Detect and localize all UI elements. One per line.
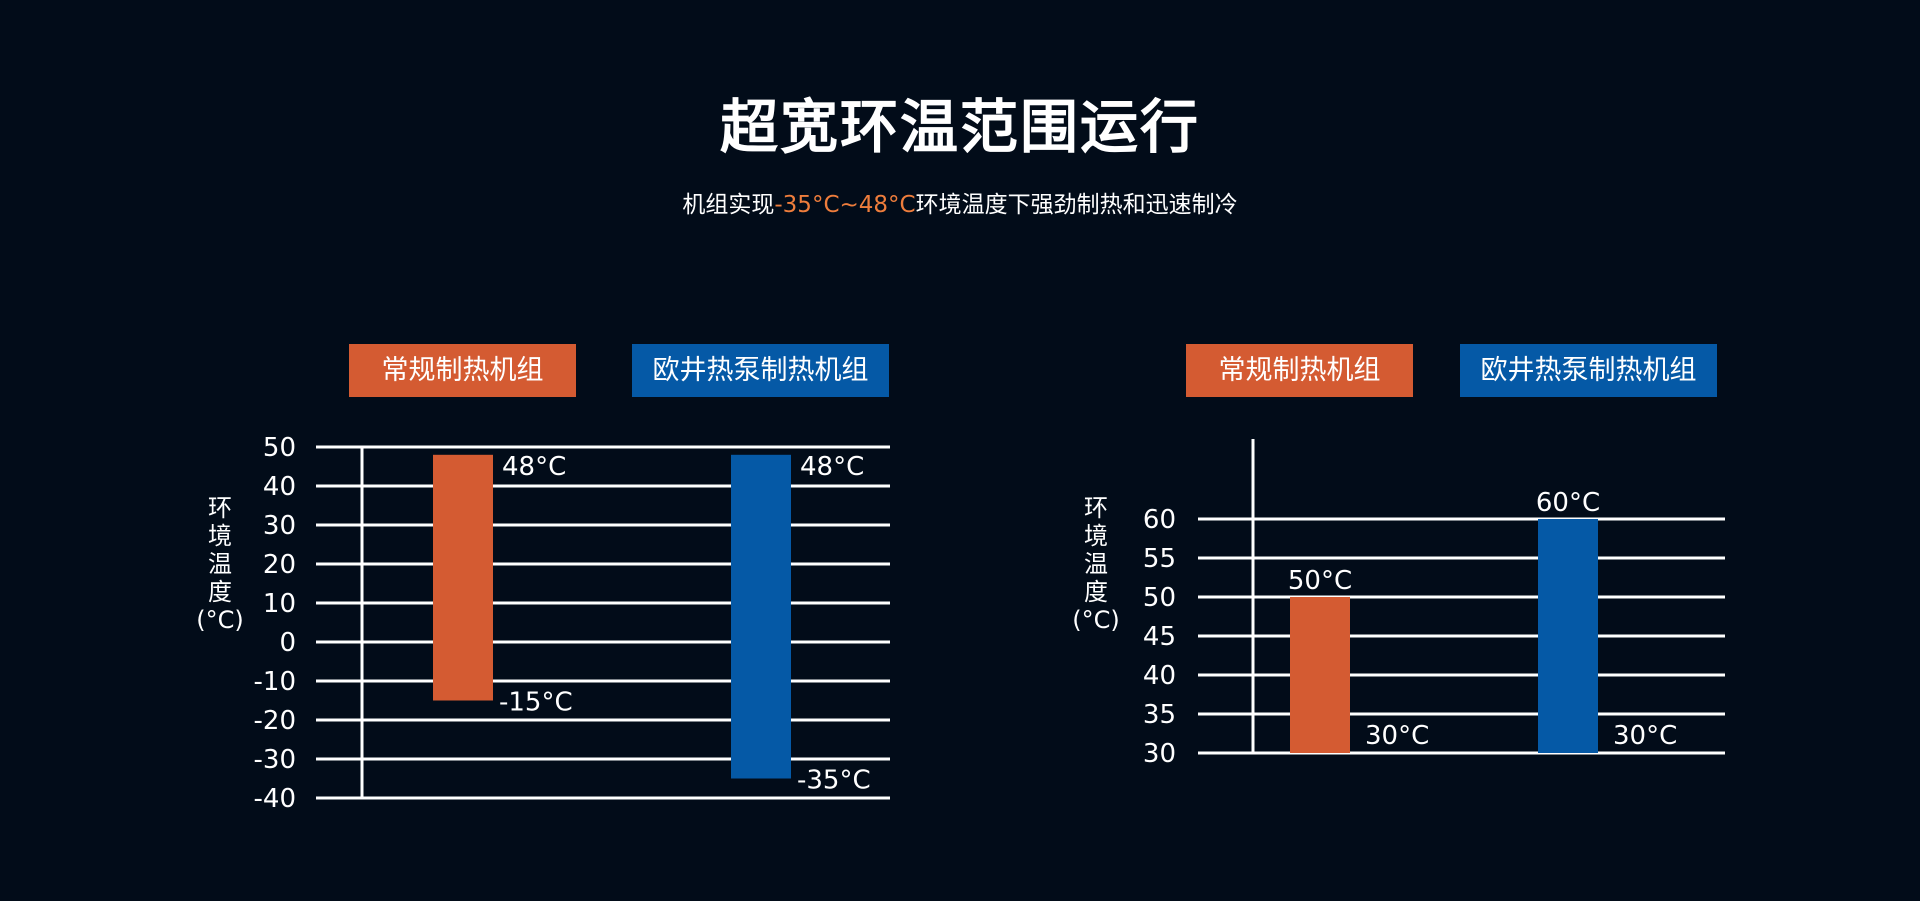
y-axis-label: 温 — [1084, 550, 1108, 578]
y-axis-label: 环 — [1084, 494, 1108, 522]
bar-oujing — [1538, 519, 1598, 753]
bar-conventional — [1290, 597, 1350, 753]
bar-high-label: 50°C — [1288, 566, 1352, 596]
y-axis-label: (°C) — [1072, 606, 1119, 634]
y-tick-label: 50 — [263, 433, 296, 463]
y-tick-label: -40 — [254, 784, 296, 814]
bar-low-label: -35°C — [797, 766, 871, 796]
y-tick-label: 35 — [1143, 700, 1176, 730]
y-tick-label: -20 — [254, 706, 296, 736]
subtitle-prefix: 机组实现 — [682, 192, 775, 218]
legend-oujing-2: 欧井热泵制热机组 — [1460, 344, 1717, 397]
legend-oujing-1: 欧井热泵制热机组 — [632, 344, 889, 397]
y-axis-label: 境 — [208, 522, 232, 550]
y-tick-label: -30 — [254, 745, 296, 775]
bar-low-label: -15°C — [499, 688, 573, 718]
legend-conventional-2: 常规制热机组 — [1186, 344, 1413, 397]
bar-oujing — [731, 454, 791, 779]
y-axis-label: 度 — [1084, 578, 1108, 606]
y-tick-label: 10 — [263, 589, 296, 619]
y-tick-label: 55 — [1143, 544, 1176, 574]
y-tick-label: 60 — [1143, 505, 1176, 535]
legend-conventional-1: 常规制热机组 — [349, 344, 576, 397]
y-tick-label: 30 — [263, 511, 296, 541]
bar-high-label: 48°C — [800, 452, 864, 482]
y-axis-label: 环 — [208, 494, 232, 522]
subtitle-highlight: -35°C~48°C — [774, 192, 916, 218]
page-subtitle: 机组实现-35°C~48°C环境温度下强劲制热和迅速制冷 — [0, 190, 1920, 220]
bar-low-label: 30°C — [1613, 721, 1677, 751]
y-tick-label: 30 — [1143, 739, 1176, 769]
bar-conventional — [433, 454, 493, 701]
y-axis-label: 温 — [208, 550, 232, 578]
bar-low-label: 30°C — [1365, 721, 1429, 751]
y-axis-label: 境 — [1084, 522, 1108, 550]
y-axis-label: (°C) — [196, 606, 243, 634]
y-tick-label: 50 — [1143, 583, 1176, 613]
y-tick-label: 0 — [279, 628, 296, 658]
y-tick-label: 40 — [263, 472, 296, 502]
subtitle-suffix: 环境温度下强劲制热和迅速制冷 — [915, 192, 1238, 218]
y-axis-label: 度 — [208, 578, 232, 606]
bar-high-label: 60°C — [1536, 488, 1600, 518]
bar-high-label: 48°C — [502, 452, 566, 482]
page-title: 超宽环温范围运行 — [719, 93, 1200, 161]
y-tick-label: 20 — [263, 550, 296, 580]
y-tick-label: 40 — [1143, 661, 1176, 691]
y-tick-label: 45 — [1143, 622, 1176, 652]
y-tick-label: -10 — [254, 667, 296, 697]
